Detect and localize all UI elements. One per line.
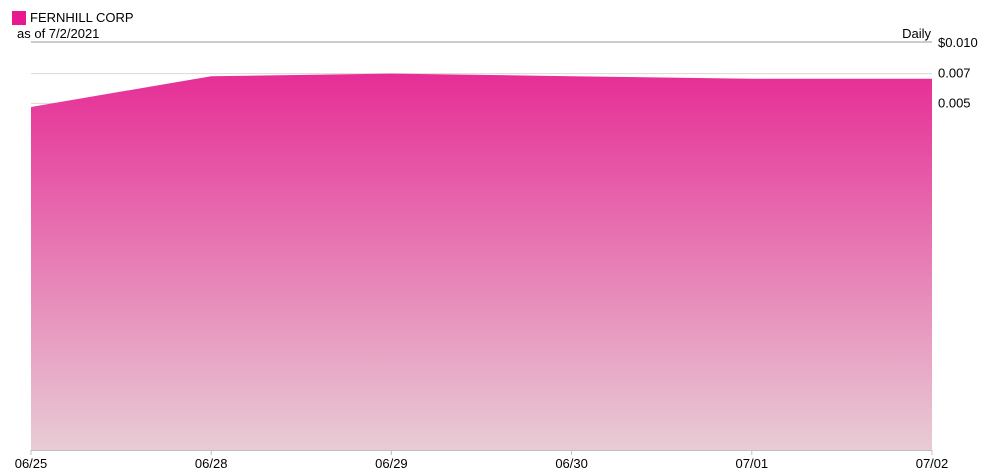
y-tick-label: 0.007: [938, 66, 971, 81]
x-axis-ticks: 06/25 06/28 06/29 06/30 07/01 07/02: [15, 450, 949, 471]
data-point: [30, 106, 33, 109]
data-point: [570, 75, 573, 78]
legend-swatch: [12, 11, 26, 25]
x-tick-label: 07/02: [916, 456, 949, 471]
y-tick-label: 0.005: [938, 95, 971, 110]
as-of-date: as of 7/2/2021: [17, 26, 100, 41]
x-tick-label: 06/25: [15, 456, 48, 471]
y-axis-ticks: $0.010 0.007 0.005: [938, 35, 978, 110]
data-point: [210, 75, 213, 78]
period-label: Daily: [902, 26, 931, 41]
x-tick-label: 07/01: [736, 456, 769, 471]
data-point: [750, 77, 753, 80]
y-tick-label: $0.010: [938, 35, 978, 50]
data-point: [390, 72, 393, 75]
legend: FERNHILL CORP: [12, 11, 134, 25]
price-area: [31, 73, 932, 450]
data-point: [931, 77, 934, 80]
x-tick-label: 06/28: [195, 456, 228, 471]
x-tick-label: 06/29: [375, 456, 408, 471]
x-tick-label: 06/30: [555, 456, 588, 471]
chart-title: FERNHILL CORP: [30, 10, 134, 25]
